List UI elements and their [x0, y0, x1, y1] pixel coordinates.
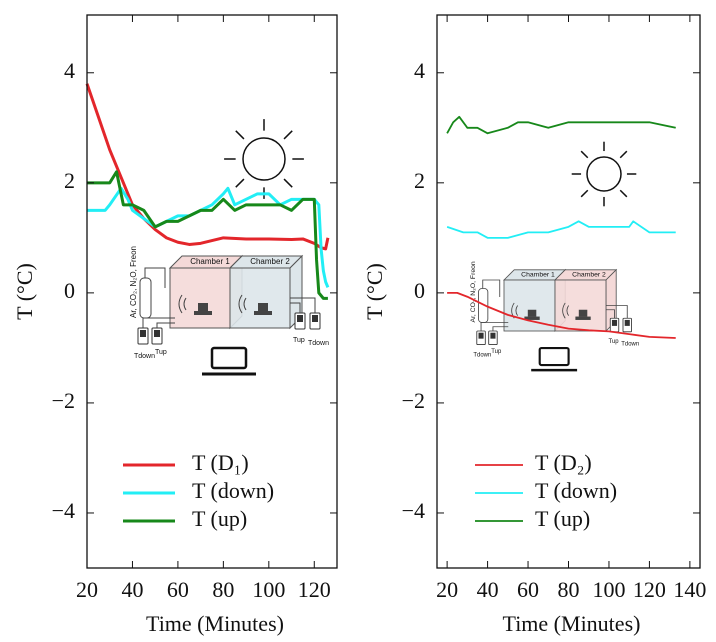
sensor	[527, 309, 537, 317]
y-tick-label: 4	[414, 58, 425, 83]
laptop-screen	[210, 346, 248, 370]
panel: Ar, CO₂, N₂O, Freon Chamber 1 Chamber 2 Tdo…	[12, 14, 338, 636]
data-line	[446, 115, 676, 135]
x-tick-label: 140	[673, 577, 706, 602]
gas-cylinder	[139, 277, 152, 319]
chamber-front	[229, 267, 291, 329]
legend-label: T (D₁)	[192, 450, 249, 475]
data-line	[85, 83, 330, 251]
legend-label: T (up)	[192, 506, 247, 531]
sensor-base	[575, 316, 591, 320]
signal	[238, 294, 247, 314]
x-tick-label: 60	[167, 577, 189, 602]
sun-ray	[235, 130, 245, 140]
logger-label: Tdown	[134, 353, 155, 360]
chamber-front	[554, 279, 607, 332]
sensor-base	[524, 316, 540, 320]
logger-screen	[624, 319, 630, 326]
chamber-label: Chamber 1	[190, 257, 230, 266]
x-tick-label: 20	[76, 577, 98, 602]
sensor	[198, 303, 208, 311]
logger-screen	[312, 315, 318, 322]
gas-label: Ar, CO₂, N₂O, Freon	[129, 246, 138, 318]
sun-ray	[283, 130, 293, 140]
y-tick-label: −4	[402, 498, 425, 523]
chamber-label: Chamber 2	[572, 272, 606, 279]
sensor	[578, 309, 588, 317]
legend-label: T (down)	[192, 478, 274, 503]
y-tick-label: 2	[64, 168, 75, 193]
data-line	[446, 220, 676, 239]
chamber-label: Chamber 2	[250, 257, 290, 266]
logger-screen	[154, 330, 160, 337]
chamber-label: Chamber 1	[521, 272, 555, 279]
x-tick-label: 120	[633, 577, 666, 602]
logger-screen	[297, 315, 303, 322]
y-tick-label: −4	[52, 498, 75, 523]
setup-diagram: Ar, CO₂, N₂O, Freon Chamber 1 Chamber 2 Tdo…	[470, 261, 639, 372]
sun-ray	[580, 189, 589, 198]
logger-label: Tup	[155, 349, 167, 356]
logger-label: Tup	[609, 339, 620, 345]
sun-ray	[235, 178, 245, 188]
x-tick-label: 80	[558, 577, 580, 602]
logger-label: Tdown	[473, 352, 491, 358]
logger-label: Tdown	[308, 340, 329, 347]
sun-ray	[619, 189, 628, 198]
chamber-front	[169, 267, 231, 329]
sun	[586, 156, 622, 192]
y-tick-label: −2	[402, 388, 425, 413]
panel: Ar, CO₂, N₂O, Freon Chamber 1 Chamber 2 Tdo…	[362, 14, 706, 636]
sensor-base	[254, 311, 272, 315]
x-tick-label: 100	[592, 577, 625, 602]
chamber-front	[503, 279, 556, 332]
data-line	[447, 291, 676, 339]
plot-frame	[86, 14, 338, 569]
sun-ray	[283, 178, 293, 188]
x-tick-label: 40	[477, 577, 499, 602]
sun-ray	[580, 150, 589, 159]
cable	[142, 297, 316, 328]
logger-label: Tup	[491, 349, 502, 355]
x-tick-label: 80	[212, 577, 234, 602]
x-tick-label: 60	[517, 577, 539, 602]
x-tick-label: 100	[252, 577, 285, 602]
logger-screen	[478, 332, 484, 339]
logger-screen	[140, 330, 146, 337]
x-tick-label: 40	[121, 577, 143, 602]
gas-label: Ar, CO₂, N₂O, Freon	[470, 261, 477, 322]
legend-label: T (D₂)	[535, 450, 592, 475]
sun-ray	[619, 150, 628, 159]
y-tick-label: 0	[414, 278, 425, 303]
y-axis-label: T (°C)	[12, 263, 37, 320]
y-tick-label: 4	[64, 58, 75, 83]
signal	[562, 302, 569, 319]
gas-pipe	[482, 279, 501, 298]
signal	[178, 294, 187, 314]
logger-screen	[490, 332, 496, 339]
cable	[480, 305, 628, 332]
logger-screen	[611, 319, 618, 326]
sensor	[258, 303, 268, 311]
legend-label: T (up)	[535, 506, 590, 531]
x-axis-label: Time (Minutes)	[503, 611, 641, 636]
sun	[242, 137, 286, 181]
x-axis-label: Time (Minutes)	[146, 611, 284, 636]
laptop-screen	[538, 346, 570, 367]
sensor-base	[194, 311, 212, 315]
x-tick-label: 120	[298, 577, 331, 602]
legend-label: T (down)	[535, 478, 617, 503]
data-line	[87, 186, 330, 288]
y-tick-label: −2	[52, 388, 75, 413]
y-axis-label: T (°C)	[362, 263, 387, 320]
logger-label: Tup	[293, 337, 305, 344]
x-tick-label: 20	[436, 577, 458, 602]
gas-pipe	[144, 267, 166, 288]
data-line	[87, 170, 328, 300]
logger-label: Tdown	[621, 341, 639, 347]
y-tick-label: 2	[414, 168, 425, 193]
setup-diagram: Ar, CO₂, N₂O, Freon Chamber 1 Chamber 2 Tdo…	[129, 246, 329, 376]
y-tick-label: 0	[64, 278, 75, 303]
